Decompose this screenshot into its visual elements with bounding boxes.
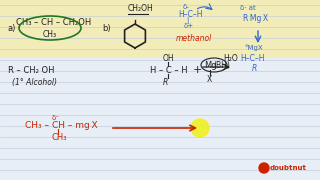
Text: δ-: δ- (183, 4, 190, 10)
Text: OH: OH (163, 53, 175, 62)
Text: H–C–H: H–C–H (240, 53, 265, 62)
Text: CH₂OH: CH₂OH (128, 3, 154, 12)
Circle shape (259, 163, 269, 173)
Text: H₂O: H₂O (223, 53, 238, 62)
Text: CH₃ –: CH₃ – (25, 120, 49, 129)
Text: δ+: δ+ (184, 23, 194, 29)
Text: +: + (193, 65, 202, 75)
Text: °MgX: °MgX (244, 45, 263, 51)
Text: R – CH₂ OH: R – CH₂ OH (8, 66, 54, 75)
Text: methanol: methanol (176, 33, 212, 42)
Text: R: R (163, 78, 168, 87)
Text: a): a) (7, 24, 15, 33)
Text: δ⁻: δ⁻ (52, 115, 60, 121)
Text: b): b) (102, 24, 111, 33)
Bar (0, 0, 320, 58)
Text: H–C–H: H–C–H (178, 10, 203, 19)
Text: H – C – H: H – C – H (150, 66, 188, 75)
Text: |: | (186, 17, 188, 24)
Text: δ· at: δ· at (240, 5, 256, 11)
Text: (1° Alcohol): (1° Alcohol) (12, 78, 57, 87)
Text: CH – mg X: CH – mg X (52, 120, 98, 129)
Circle shape (191, 119, 209, 137)
Text: R Mg X: R Mg X (243, 14, 268, 22)
Text: (BH): (BH) (213, 60, 230, 69)
Text: X: X (207, 75, 212, 84)
Text: CH₃: CH₃ (52, 132, 68, 141)
Text: R: R (252, 64, 257, 73)
Text: CH₃: CH₃ (43, 30, 57, 39)
Text: doubtnut: doubtnut (270, 165, 307, 171)
Text: Mg: Mg (204, 60, 217, 69)
Text: CH₃ – CH – CH₂OH: CH₃ – CH – CH₂OH (16, 17, 91, 26)
